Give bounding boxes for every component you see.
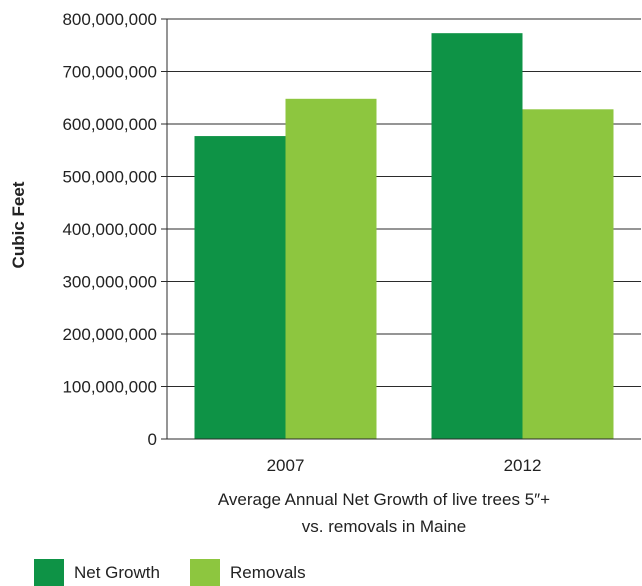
- legend: Net Growth Removals: [34, 559, 336, 586]
- bar-removals-2007: [285, 98, 377, 440]
- y-tick-label: 300,000,000: [62, 273, 157, 292]
- y-tick-label: 200,000,000: [62, 325, 157, 344]
- y-tick-label: 0: [148, 430, 157, 449]
- chart: 0 100,000,000 200,000,000 300,000,000 400,00…: [9, 10, 641, 536]
- y-tick-label: 100,000,000: [62, 378, 157, 397]
- x-tick-label: 2012: [504, 456, 542, 475]
- legend-swatch-net-growth: [34, 559, 64, 586]
- legend-label-net-growth: Net Growth: [74, 562, 160, 582]
- y-tick-label: 600,000,000: [62, 115, 157, 134]
- legend-label-removals: Removals: [229, 562, 306, 582]
- y-tick-label: 800,000,000: [62, 10, 157, 29]
- legend-item-removals: Removals: [189, 559, 306, 586]
- y-tick-label: 400,000,000: [62, 220, 157, 239]
- bars: [194, 33, 614, 440]
- legend-swatch-removals: [189, 559, 220, 586]
- bar-removals-2012: [522, 109, 614, 440]
- x-tick-labels: 2007 2012: [267, 456, 542, 475]
- bar-net-growth-2007: [194, 136, 286, 439]
- y-tick-label: 700,000,000: [62, 63, 157, 82]
- bar-net-growth-2012: [431, 33, 523, 440]
- y-axis-title: Cubic Feet: [9, 181, 28, 268]
- y-tick-labels: 0 100,000,000 200,000,000 300,000,000 400,00…: [62, 10, 157, 449]
- y-tick-label: 500,000,000: [62, 168, 157, 187]
- legend-item-net-growth: Net Growth: [34, 559, 160, 586]
- x-axis-title-line-1: Average Annual Net Growth of live trees …: [218, 490, 550, 509]
- x-tick-label: 2007: [267, 456, 305, 475]
- axes: [166, 19, 641, 440]
- x-axis-title-line-2: vs. removals in Maine: [302, 517, 466, 536]
